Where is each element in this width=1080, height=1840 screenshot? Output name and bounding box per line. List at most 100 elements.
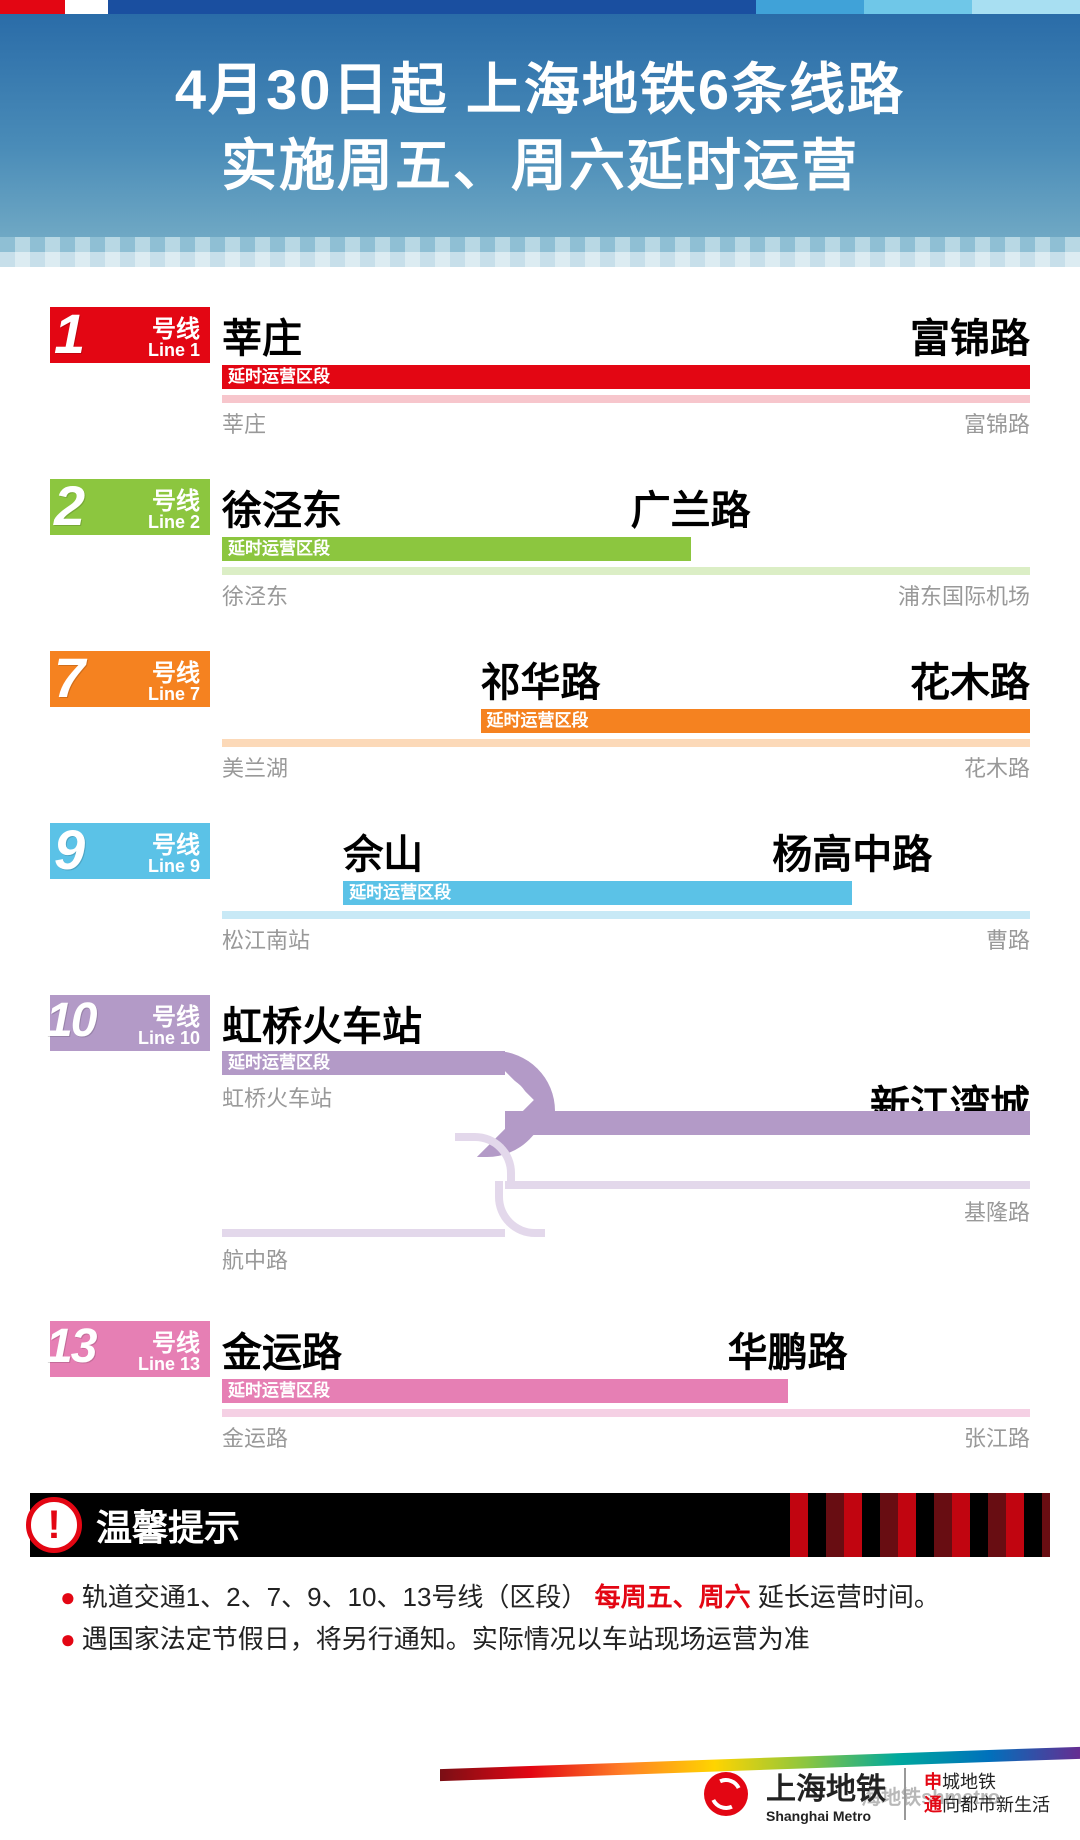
brand-name-en: Shanghai Metro: [766, 1808, 886, 1824]
line-label-en: Line 1: [148, 340, 200, 361]
footer-brand: 上海地铁 Shanghai Metro 申城地铁 通向都市新生活: [704, 1764, 1050, 1824]
line-badge-7: 7 号线 Line 7: [50, 651, 210, 707]
extended-segment-label: 延时运营区段: [228, 365, 330, 389]
extended-segment-bar: 延时运营区段: [222, 537, 1030, 561]
track-area: 佘山 杨高中路 延时运营区段 松江南站 曹路: [222, 823, 1030, 955]
lines-content: 1 号线 Line 1 莘庄富锦路 延时运营区段 莘庄 富锦路: [0, 267, 1080, 1453]
extended-segment-bar: 延时运营区段: [222, 881, 1030, 905]
line-label-cn: 号线: [152, 825, 200, 860]
line-label-en: Line 13: [138, 1354, 200, 1375]
extended-segment-label: 延时运营区段: [228, 537, 330, 561]
footer: 海地铁shmetro 上海地铁 Shanghai Metro 申城地铁 通向都市…: [0, 1710, 1080, 1840]
line-number: 1: [54, 301, 85, 366]
line-block-7: 7 号线 Line 7 祁华路花木路 延时运营区段 美兰湖 花木路: [50, 651, 1030, 783]
line-label-cn: 号线: [152, 653, 200, 688]
line-badge-1: 1 号线 Line 1: [50, 307, 210, 363]
line-label-cn: 号线: [152, 997, 200, 1032]
full-line-from: 松江南站: [222, 923, 310, 955]
full-line-bar: [222, 739, 1030, 747]
notice-header-pattern: [790, 1493, 1050, 1557]
line-label-cn: 号线: [152, 1323, 200, 1358]
line-label-en: Line 7: [148, 684, 200, 705]
full-line-to: 花木路: [964, 751, 1030, 783]
full-line-bar: [222, 911, 1030, 919]
header-banner: 4月30日起 上海地铁6条线路 实施周五、周六延时运营: [0, 14, 1080, 237]
branch3-line-bar: [222, 1229, 505, 1237]
line-number: 9: [54, 817, 85, 882]
station-ext-from: 祁华路: [481, 650, 601, 708]
station-ext-from: 徐泾东: [222, 478, 342, 536]
station-ext-from: 莘庄: [222, 306, 302, 364]
line-label-cn: 号线: [152, 309, 200, 344]
top-accent-stripe: [0, 0, 1080, 14]
branch2-end-label: 基隆路: [964, 1195, 1030, 1227]
line-badge-13: 13 号线 Line 13: [50, 1321, 210, 1377]
full-line-bar: [222, 567, 1030, 575]
line-number: 7: [54, 645, 85, 710]
full-line-to: 富锦路: [964, 407, 1030, 439]
extended-segment-bar: 延时运营区段: [222, 709, 1030, 733]
extended-segment-label: 延时运营区段: [228, 1051, 330, 1075]
line-badge-9: 9 号线 Line 9: [50, 823, 210, 879]
full-line-from: 金运路: [222, 1421, 288, 1453]
extended-segment-bar: 延时运营区段: [222, 365, 1030, 389]
branch3-label: 航中路: [222, 1243, 288, 1275]
header-checker-pattern: [0, 237, 1080, 267]
notice-row1-c: 延长运营时间。: [758, 1582, 940, 1612]
notice-title: 温馨提示: [96, 1499, 240, 1551]
extended-segment-label: 延时运营区段: [487, 709, 589, 733]
line-badge-10: 10 号线 Line 10: [50, 995, 210, 1051]
line-label-cn: 号线: [152, 481, 200, 516]
notice-header: ! 温馨提示: [30, 1493, 1050, 1557]
line-label-en: Line 2: [148, 512, 200, 533]
bullet-icon: ●: [60, 1577, 76, 1619]
station-ext-to: 华鹏路: [728, 1320, 848, 1378]
notice-row1-highlight: 每周五、周六: [595, 1582, 751, 1612]
full-line-to: 曹路: [986, 923, 1030, 955]
track-area: 金运路 华鹏路 延时运营区段 金运路 张江路: [222, 1321, 1030, 1453]
full-line-to: 张江路: [964, 1421, 1030, 1453]
station-ext-to: 广兰路: [631, 478, 751, 536]
main-segment-bar: [505, 1111, 1030, 1135]
notice-box: ! 温馨提示 ● 轨道交通1、2、7、9、10、13号线（区段） 每周五、周六 …: [30, 1493, 1050, 1680]
extended-segment-label: 延时运营区段: [228, 1379, 330, 1403]
full-line-to: 浦东国际机场: [898, 579, 1030, 611]
full-line-from: 莘庄: [222, 407, 266, 439]
notice-body: ● 轨道交通1、2、7、9、10、13号线（区段） 每周五、周六 延长运营时间。…: [30, 1557, 1050, 1680]
station-ext-to: 富锦路: [910, 306, 1030, 364]
extended-segment-label: 延时运营区段: [349, 881, 451, 905]
extended-segment-bar: 延时运营区段: [222, 1379, 1030, 1403]
line-label-en: Line 10: [138, 1028, 200, 1049]
station-ext-from: 金运路: [222, 1320, 342, 1378]
station-ext-to: 杨高中路: [772, 822, 932, 880]
station-ext-from: 虹桥火车站: [222, 994, 422, 1052]
brand-slogan: 申城地铁 通向都市新生活: [924, 1771, 1050, 1818]
full-line-bar: [222, 395, 1030, 403]
line-block-2: 2 号线 Line 2 徐泾东广兰路 延时运营区段 徐泾东 浦东国际机场: [50, 479, 1030, 611]
line-block-10: 10 号线 Line 10 虹桥火车站 延时运营区段 虹桥火车站 新江湾城: [50, 995, 1030, 1281]
line-block-1: 1 号线 Line 1 莘庄富锦路 延时运营区段 莘庄 富锦路: [50, 307, 1030, 439]
line-label-en: Line 9: [148, 856, 200, 877]
header-title-line1: 4月30日起 上海地铁6条线路: [175, 58, 905, 121]
full-line-from: 美兰湖: [222, 751, 288, 783]
line-block-13: 13 号线 Line 13 金运路 华鹏路 延时运营区段 金运路 张江路: [50, 1321, 1030, 1453]
full-line-bar: [222, 1409, 1030, 1417]
line-number: 2: [54, 473, 85, 538]
branch1-label: 虹桥火车站: [222, 1081, 332, 1113]
track-area: 祁华路花木路 延时运营区段 美兰湖 花木路: [222, 651, 1030, 783]
header-title-line2: 实施周五、周六延时运营: [221, 134, 859, 197]
extended-segment-bar: 延时运营区段: [222, 1051, 505, 1075]
line-block-9: 9 号线 Line 9 佘山 杨高中路 延时运营区段 松江南站 曹路: [50, 823, 1030, 955]
brand-divider: [904, 1768, 906, 1820]
notice-row1-a: 轨道交通1、2、7、9、10、13号线（区段）: [82, 1582, 588, 1612]
line-number: 10: [46, 993, 95, 1048]
track-area: 虹桥火车站 延时运营区段 虹桥火车站 新江湾城: [222, 995, 1030, 1281]
station-ext-from: 佘山: [343, 822, 423, 880]
metro-logo-icon: [704, 1772, 748, 1816]
branch2-line-bar: [505, 1181, 1030, 1189]
station-ext-to: 花木路: [910, 650, 1030, 708]
track-area: 莘庄富锦路 延时运营区段 莘庄 富锦路: [222, 307, 1030, 439]
line-number: 13: [46, 1319, 95, 1374]
line-badge-2: 2 号线 Line 2: [50, 479, 210, 535]
brand-name-cn: 上海地铁: [766, 1764, 886, 1808]
